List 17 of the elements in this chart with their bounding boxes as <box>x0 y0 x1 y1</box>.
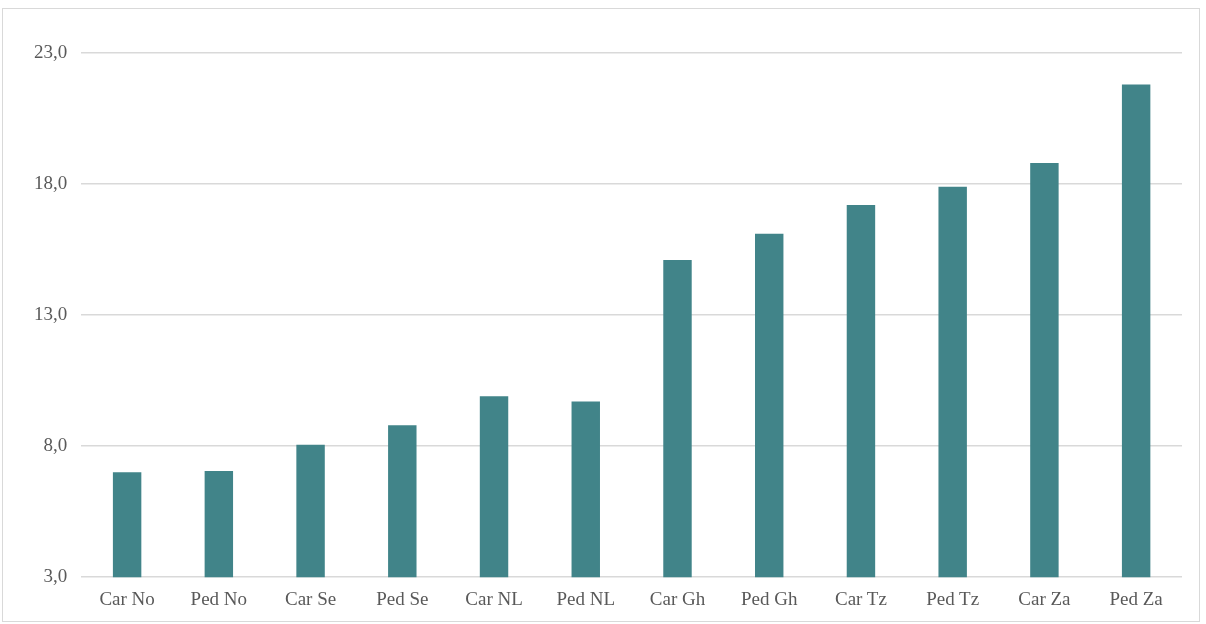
y-tick-label: 18,0 <box>34 172 68 194</box>
y-tick-label: 23,0 <box>34 40 68 62</box>
x-tick-label: Car No <box>99 587 155 609</box>
y-tick-label: 3,0 <box>43 565 68 587</box>
y-tick-label: 13,0 <box>34 303 68 325</box>
x-tick-label: Ped Se <box>376 587 429 609</box>
x-tick-label: Ped NL <box>556 587 616 609</box>
x-tick-label: Ped Gh <box>740 587 798 609</box>
x-tick-label: Car Za <box>1018 587 1072 609</box>
x-tick-label: Ped Za <box>1109 587 1164 609</box>
x-tick-label: Ped No <box>190 587 248 609</box>
x-tick-label: Ped Tz <box>926 587 980 609</box>
x-tick-label: Car Tz <box>835 587 887 609</box>
x-tick-label: Car Gh <box>649 587 706 609</box>
x-tick-label: Car Se <box>284 587 337 609</box>
y-tick-label: 8,0 <box>43 434 68 456</box>
x-tick-label: Car NL <box>465 587 523 609</box>
